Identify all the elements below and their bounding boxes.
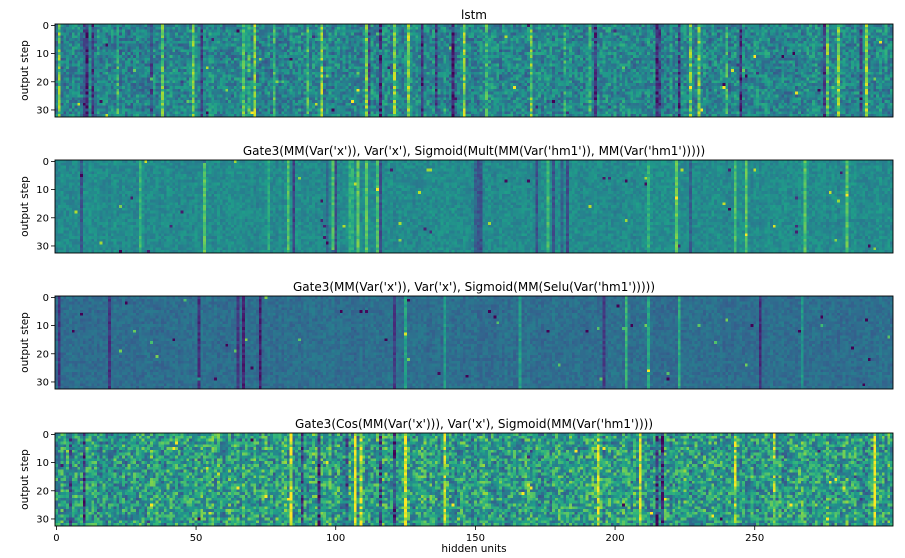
y-tick-label: 20 (36, 486, 49, 497)
y-tick-label: 10 (36, 49, 49, 60)
heatmap-panel-4: Gate3(Cos(MM(Var('x'))), Var('x'), Sigmo… (19, 417, 894, 555)
heatmap-image (55, 433, 893, 526)
x-tick-label: 200 (606, 533, 625, 544)
heatmap-image (55, 24, 893, 117)
y-tick-label: 30 (36, 377, 49, 388)
heatmap-panel-3: Gate3(MM(Var('x')), Var('x'), Sigmoid(MM… (19, 280, 894, 390)
y-axis-label: output step (19, 40, 31, 101)
x-tick-label: 0 (53, 533, 59, 544)
y-tick-label: 0 (43, 21, 49, 32)
y-tick-label: 20 (36, 213, 49, 224)
x-tick-label: 100 (326, 533, 345, 544)
y-tick-label: 10 (36, 321, 49, 332)
y-tick-label: 30 (36, 105, 49, 116)
x-tick-label: 50 (190, 533, 203, 544)
axes-frame (54, 432, 894, 527)
y-tick-label: 10 (36, 185, 49, 196)
heatmap-image (55, 296, 893, 389)
panel-title: lstm (461, 8, 487, 22)
axes-frame (54, 23, 894, 118)
axes-frame (54, 159, 894, 254)
y-tick-label: 20 (36, 77, 49, 88)
panel-title: Gate3(MM(Var('x')), Var('x'), Sigmoid(Mu… (243, 144, 705, 158)
x-tick-label: 250 (745, 533, 764, 544)
x-axis-label: hidden units (441, 543, 506, 555)
y-axis-label: output step (19, 449, 31, 510)
y-tick-label: 0 (43, 430, 49, 441)
panel-title: Gate3(MM(Var('x')), Var('x'), Sigmoid(MM… (293, 280, 655, 294)
y-tick-label: 0 (43, 293, 49, 304)
y-tick-label: 30 (36, 241, 49, 252)
panel-title: Gate3(Cos(MM(Var('x'))), Var('x'), Sigmo… (295, 417, 653, 431)
axes-frame (54, 295, 894, 390)
heatmap-panel-2: Gate3(MM(Var('x')), Var('x'), Sigmoid(Mu… (19, 144, 894, 254)
y-tick-label: 10 (36, 458, 49, 469)
y-tick-label: 0 (43, 157, 49, 168)
y-tick-label: 30 (36, 514, 49, 525)
y-axis-label: output step (19, 176, 31, 237)
heatmap-image (55, 160, 893, 253)
x-tick-label: 150 (466, 533, 485, 544)
heatmap-panel-1: lstm 0 10 20 30 output step (19, 8, 894, 118)
y-axis-label: output step (19, 312, 31, 373)
y-tick-label: 20 (36, 349, 49, 360)
